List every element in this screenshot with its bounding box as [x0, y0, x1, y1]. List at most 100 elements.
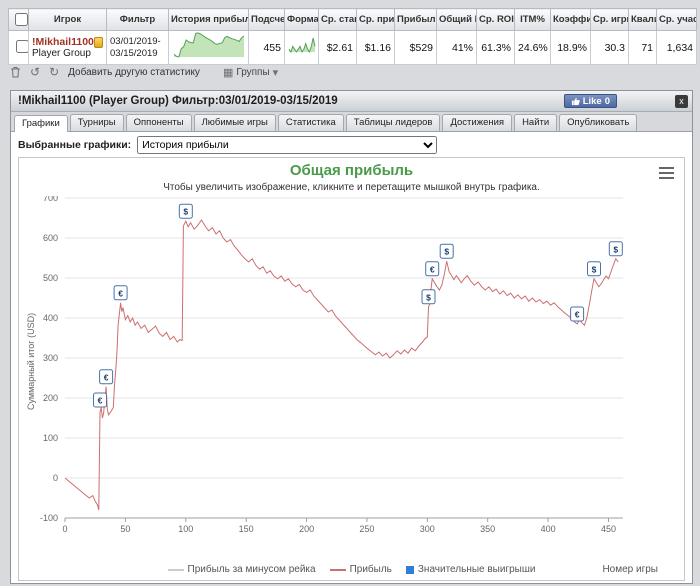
tab-favorite-games[interactable]: Любимые игры: [194, 114, 276, 131]
redo-icon[interactable]: ↻: [49, 66, 59, 78]
column-header[interactable]: Фильтр: [107, 9, 169, 31]
row-select-cell: [9, 31, 29, 65]
selected-graphs-label: Выбранные графики:: [18, 139, 131, 151]
column-header[interactable]: Ср. игры /: [591, 9, 629, 31]
cell-coefficient: 18.9%: [551, 31, 591, 65]
player-badge-icon: [94, 37, 103, 48]
column-header[interactable]: Общий R: [437, 9, 477, 31]
svg-text:350: 350: [480, 524, 495, 534]
column-header[interactable]: Ср. участн: [657, 9, 697, 31]
svg-text:$: $: [444, 247, 449, 257]
svg-text:200: 200: [43, 393, 58, 403]
cell-avg-roi: 61.3%: [477, 31, 515, 65]
svg-text:€: €: [98, 396, 103, 406]
player-name-link[interactable]: !Mikhail1100: [32, 36, 94, 48]
cell-avg-stake: $2.61: [319, 31, 357, 65]
cell-profit-history: [169, 31, 249, 65]
svg-text:-100: -100: [40, 513, 58, 523]
chart-menu-icon[interactable]: [659, 167, 674, 182]
svg-text:$: $: [183, 207, 188, 217]
svg-text:100: 100: [43, 433, 58, 443]
legend-item-profit[interactable]: Прибыль: [330, 564, 392, 575]
undo-icon[interactable]: ↺: [30, 66, 40, 78]
svg-text:$: $: [426, 292, 431, 302]
svg-text:200: 200: [299, 524, 314, 534]
profit-chart[interactable]: -100010020030040050060070005010015020025…: [23, 196, 673, 552]
svg-text:400: 400: [541, 524, 556, 534]
like-count: 0: [605, 96, 610, 107]
player-detail-panel: !Mikhail1100 (Player Group) Фильтр:03/01…: [10, 90, 693, 584]
legend-line-swatch: [330, 569, 346, 571]
svg-text:$: $: [613, 244, 618, 254]
tab-find[interactable]: Найти: [514, 114, 557, 131]
tab-achievements[interactable]: Достижения: [442, 114, 512, 131]
groups-label: Группы: [236, 67, 269, 78]
tab-tournaments[interactable]: Турниры: [70, 114, 124, 131]
cell-total-roi: 41%: [437, 31, 477, 65]
svg-text:300: 300: [43, 353, 58, 363]
svg-text:$: $: [592, 264, 597, 274]
svg-text:700: 700: [43, 196, 58, 203]
player-stats-table: Игрок Фильтр История прибыли Подсчет Фор…: [8, 8, 697, 65]
trash-icon[interactable]: [10, 66, 21, 78]
svg-text:€: €: [104, 372, 109, 382]
tab-statistics[interactable]: Статистика: [278, 114, 344, 131]
chart-title: Общая прибыль: [19, 162, 684, 179]
player-type-label: Player Group: [32, 48, 103, 59]
svg-text:250: 250: [359, 524, 374, 534]
cell-qualify: 71: [629, 31, 657, 65]
caret-down-icon: ▾: [273, 66, 279, 79]
chart-subtitle: Чтобы увеличить изображение, кликните и …: [19, 182, 684, 193]
cell-filter: 03/01/2019- 03/15/2019: [107, 31, 169, 65]
tab-publish[interactable]: Опубликовать: [559, 114, 637, 131]
tab-leaderboards[interactable]: Таблицы лидеров: [346, 114, 441, 131]
add-statistic-link[interactable]: Добавить другую статистику: [68, 67, 200, 78]
column-header[interactable]: Форма: [285, 9, 319, 31]
column-header[interactable]: Подсчет: [249, 9, 285, 31]
panel-title: !Mikhail1100 (Player Group) Фильтр:03/01…: [15, 95, 564, 107]
svg-text:500: 500: [43, 273, 58, 283]
groups-icon: ▦: [223, 66, 233, 79]
groups-dropdown[interactable]: ▦ Группы ▾: [223, 66, 278, 79]
form-sparkline: [288, 37, 316, 53]
cell-profit: $529: [395, 31, 437, 65]
thumb-up-icon: [571, 97, 580, 106]
svg-text:0: 0: [62, 524, 67, 534]
column-header[interactable]: ITM%: [515, 9, 551, 31]
cell-player: !Mikhail1100 Player Group: [29, 31, 107, 65]
graph-select[interactable]: История прибыли: [137, 136, 437, 154]
panel-tabs: Графики Турниры Оппоненты Любимые игры С…: [11, 112, 692, 132]
svg-text:400: 400: [43, 313, 58, 323]
svg-text:450: 450: [601, 524, 616, 534]
cell-itm: 24.6%: [515, 31, 551, 65]
profit-history-sparkline: [173, 32, 245, 58]
cell-avg-profit: $1.16: [357, 31, 395, 65]
svg-text:100: 100: [178, 524, 193, 534]
svg-text:150: 150: [239, 524, 254, 534]
column-header[interactable]: История прибыли: [169, 9, 249, 31]
legend-item-significant-wins[interactable]: Значительные выигрыши: [406, 564, 536, 575]
header-select-cell: [9, 9, 29, 31]
column-header[interactable]: Коэффи: [551, 9, 591, 31]
close-icon[interactable]: x: [675, 95, 688, 108]
legend-item-rake[interactable]: Прибыль за минусом рейка: [168, 564, 316, 575]
profit-chart-container: Общая прибыль Чтобы увеличить изображени…: [18, 157, 685, 581]
row-checkbox[interactable]: [16, 40, 29, 53]
panel-header: !Mikhail1100 (Player Group) Фильтр:03/01…: [11, 91, 692, 112]
column-header[interactable]: Прибыль: [395, 9, 437, 31]
tab-opponents[interactable]: Оппоненты: [126, 114, 192, 131]
tab-charts[interactable]: Графики: [14, 115, 68, 132]
select-all-checkbox[interactable]: [15, 13, 28, 26]
column-header[interactable]: Ср. ROI: [477, 9, 515, 31]
column-header[interactable]: Ср. ставк: [319, 9, 357, 31]
column-header[interactable]: Игрок: [29, 9, 107, 31]
svg-text:0: 0: [53, 473, 58, 483]
cell-count: 455: [249, 31, 285, 65]
facebook-like-button[interactable]: Like 0: [564, 94, 617, 108]
graph-select-row: Выбранные графики: История прибыли: [11, 132, 692, 157]
stats-toolbar: ↺ ↻ Добавить другую статистику ▦ Группы …: [10, 64, 278, 80]
legend-square-swatch: [406, 566, 414, 574]
cell-avg-entrants: 1,634: [657, 31, 697, 65]
column-header[interactable]: Ср. прибы: [357, 9, 395, 31]
column-header[interactable]: Квали: [629, 9, 657, 31]
